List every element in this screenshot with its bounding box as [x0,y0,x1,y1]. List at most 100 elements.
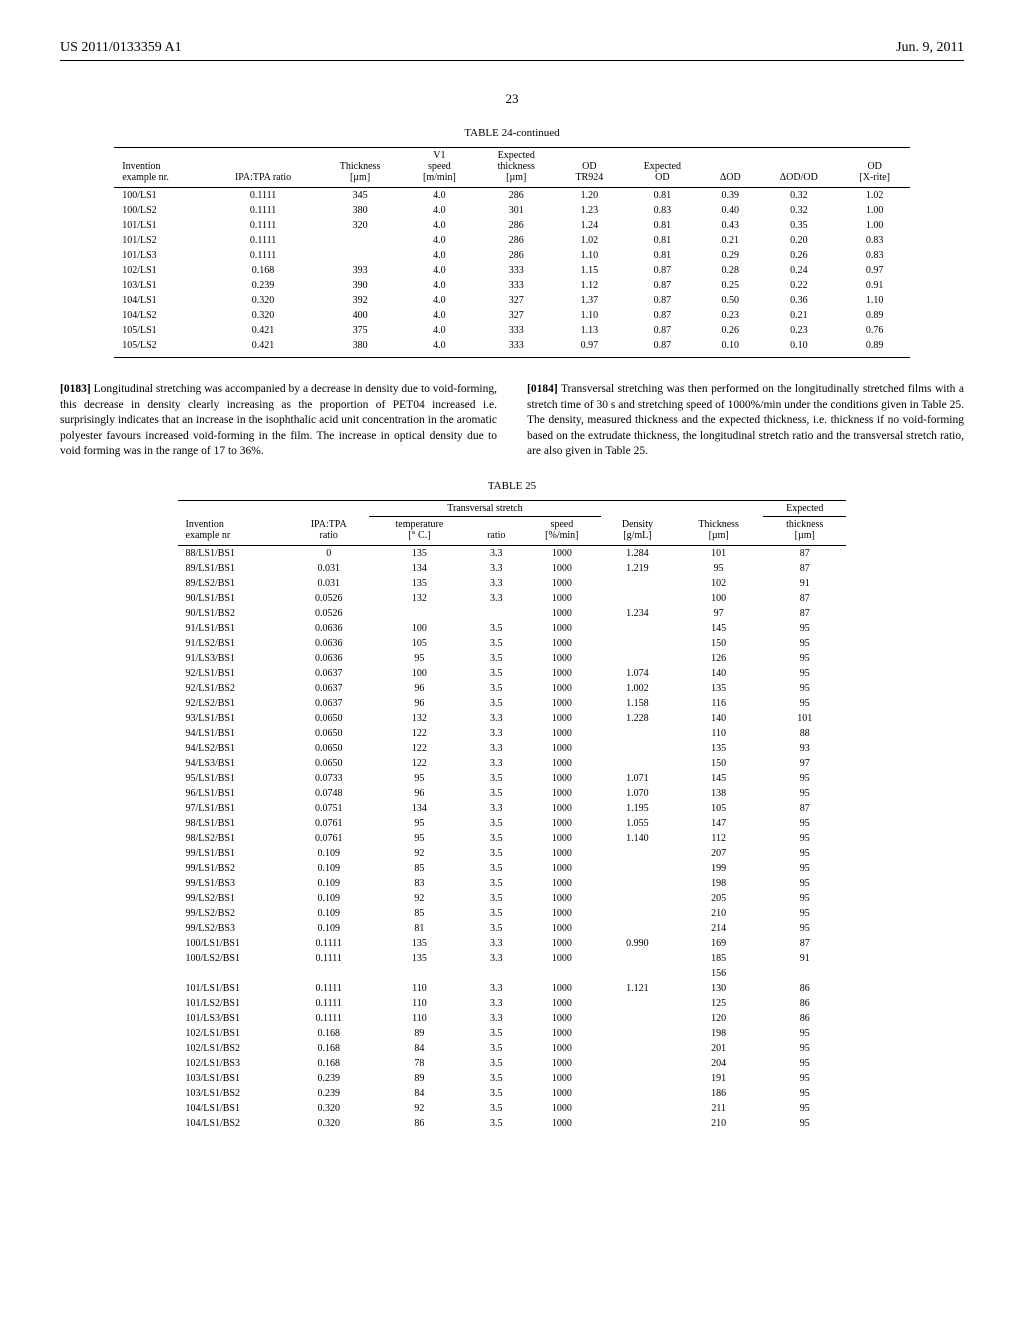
table-cell: 135 [674,741,763,756]
table-cell: 1000 [523,591,600,606]
table-cell: 1000 [523,606,600,621]
table-row: 90/LS1/BS10.05261323.3100010087 [178,591,847,606]
table-cell: 185 [674,951,763,966]
table-cell: 94/LS1/BS1 [178,726,288,741]
table-cell: 327 [476,293,556,308]
table-cell: 4.0 [403,218,477,233]
table-cell: 95 [763,921,846,936]
table-cell: 0.97 [840,263,910,278]
table-cell: 1.228 [601,711,675,726]
table-row: 101/LS1/BS10.11111103.310001.12113086 [178,981,847,996]
table-cell: 0.10 [702,338,758,358]
table-cell [601,756,675,771]
table-cell: 0.23 [702,308,758,323]
table-cell: 1.002 [601,681,675,696]
table-cell: 0.0650 [288,741,369,756]
table-cell: 101/LS2/BS1 [178,996,288,1011]
table-cell: 333 [476,323,556,338]
table-row: 89/LS1/BS10.0311343.310001.2199587 [178,561,847,576]
table-cell: 1000 [523,636,600,651]
para-0184-text: Transversal stretching was then performe… [527,383,964,457]
table-cell: 0.421 [209,338,318,358]
table-row: 101/LS3/BS10.11111103.3100012086 [178,1011,847,1026]
table24-col-header: OD [X-rite] [840,148,910,188]
table-row: 99/LS2/BS20.109853.5100021095 [178,906,847,921]
table-cell: 0.83 [622,203,702,218]
table-cell: 204 [674,1056,763,1071]
table-cell: 0.0637 [288,696,369,711]
table-cell: 0.320 [209,293,318,308]
table-cell: 0.39 [702,188,758,204]
table-row: 102/LS1/BS20.168843.5100020195 [178,1041,847,1056]
table-cell: 100/LS2 [114,203,208,218]
table-row: 97/LS1/BS10.07511343.310001.19510587 [178,801,847,816]
table-cell: 147 [674,816,763,831]
table-cell: 1000 [523,786,600,801]
table-cell: 92 [369,846,469,861]
publication-date: Jun. 9, 2011 [896,40,964,56]
table24-title: TABLE 24-continued [60,127,964,139]
table-cell: 1.10 [840,293,910,308]
table-cell: 1.121 [601,981,675,996]
table-cell: 120 [674,1011,763,1026]
table-cell [601,966,675,981]
table-cell: 95 [369,831,469,846]
table-cell: 3.5 [469,1086,523,1101]
table-cell: 95 [763,636,846,651]
table24-col-header: Inventionexample nr. [114,148,208,188]
table-cell: 122 [369,726,469,741]
table-cell: 0.239 [288,1071,369,1086]
table-cell: 92/LS1/BS2 [178,681,288,696]
table-cell: 286 [476,233,556,248]
table-cell: 1.13 [556,323,622,338]
table-cell: 92/LS2/BS1 [178,696,288,711]
table-cell: 91 [763,576,846,591]
table-cell: 89/LS2/BS1 [178,576,288,591]
table-row: 101/LS20.11114.02861.020.810.210.200.83 [114,233,910,248]
table-cell: 95 [763,771,846,786]
table-cell: 1000 [523,816,600,831]
table-cell: 0.1111 [209,203,318,218]
table-cell: 92 [369,891,469,906]
table-row: 101/LS10.11113204.02861.240.810.430.351.… [114,218,910,233]
table-cell: 1000 [523,681,600,696]
table-cell: 0.109 [288,876,369,891]
table-cell: 95 [763,816,846,831]
table-cell: 95 [763,681,846,696]
table-cell: 1.12 [556,278,622,293]
table-cell: 0.0636 [288,651,369,666]
table-cell: 0.1111 [288,951,369,966]
table-cell: 89 [369,1026,469,1041]
table-cell: 87 [763,545,846,561]
table-cell: 1000 [523,726,600,741]
table-cell: 1000 [523,921,600,936]
table-cell: 1.10 [556,248,622,263]
table-cell: 95 [369,771,469,786]
table-cell: 95 [763,1086,846,1101]
table-cell: 100 [369,666,469,681]
table-cell: 0.76 [840,323,910,338]
table-cell: 0.0650 [288,711,369,726]
table-cell: 0.32 [758,188,840,204]
table-cell: 105 [369,636,469,651]
table-cell: 198 [674,1026,763,1041]
table-cell: 4.0 [403,188,477,204]
table-cell: 286 [476,218,556,233]
table-cell: 3.3 [469,801,523,816]
table-cell: 0.109 [288,906,369,921]
table-row: 103/LS1/BS10.239893.5100019195 [178,1071,847,1086]
table-cell: 95 [763,1116,846,1131]
table-cell: 138 [674,786,763,801]
table-row: 91/LS3/BS10.0636953.5100012695 [178,651,847,666]
table-cell: 0.0526 [288,606,369,621]
table-cell: 210 [674,906,763,921]
table-cell [317,248,402,263]
table-cell: 101/LS1 [114,218,208,233]
table-cell: 102/LS1/BS3 [178,1056,288,1071]
table-cell: 1.23 [556,203,622,218]
table-cell: 1000 [523,981,600,996]
table-cell [369,606,469,621]
table-cell: 3.5 [469,696,523,711]
table-cell: 0.81 [622,188,702,204]
table-cell: 0.109 [288,921,369,936]
